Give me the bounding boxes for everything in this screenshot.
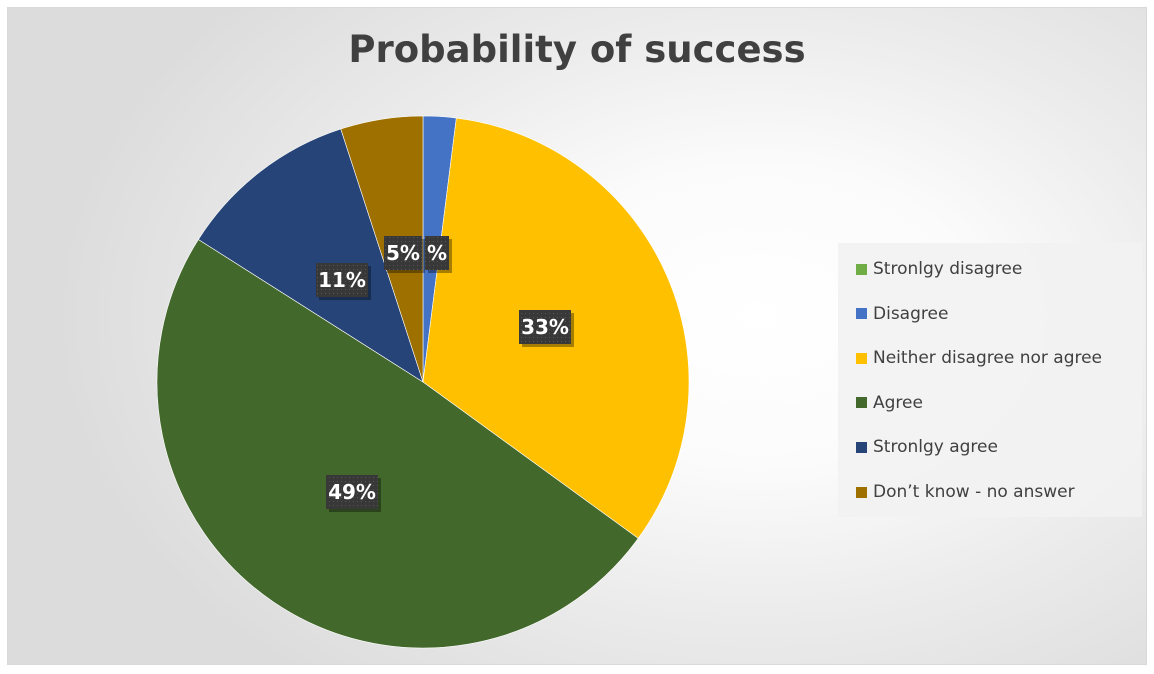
pie-slice-stronlgy-agree	[197, 128, 424, 383]
pie-slice-don-t-know-no-answer	[340, 115, 424, 383]
chart-title: Probability of success	[348, 28, 806, 71]
legend-label: Neither disagree nor agree	[873, 348, 1103, 369]
legend-item-don-t-know-no-answer: Don’t know - no answer	[856, 480, 1075, 504]
pie-slice-agree	[156, 239, 639, 649]
data-label-agree: 49%	[326, 475, 381, 512]
svg-text:5%: 5%	[386, 241, 420, 265]
legend-label: Don’t know - no answer	[873, 482, 1075, 502]
legend-label: Stronlgy agree	[873, 437, 998, 458]
legend-label: Agree	[873, 392, 923, 413]
legend-swatch	[856, 263, 867, 275]
legend-swatch	[856, 308, 867, 320]
data-label-neither-disagree-nor-agree: 33%	[519, 310, 574, 347]
legend: Stronlgy disagree Disagree Neither disagre…	[838, 243, 1142, 517]
legend-item-agree: Agree	[856, 391, 923, 415]
svg-text:%: %	[427, 241, 447, 265]
data-label-stronlgy-agree: 11%	[316, 263, 371, 300]
legend-item-stronlgy-disagree: Stronlgy disagree	[856, 257, 1022, 281]
legend-label: Disagree	[873, 303, 949, 324]
svg-text:49%: 49%	[328, 480, 376, 504]
data-label-don-t-know-no-answer: 5%	[384, 236, 425, 273]
legend-swatch	[856, 397, 867, 409]
svg-text:33%: 33%	[521, 315, 569, 339]
legend-label: Stronlgy disagree	[873, 259, 1023, 279]
svg-text:11%: 11%	[318, 268, 366, 292]
legend-swatch	[856, 486, 867, 498]
data-label-disagree: %	[425, 236, 452, 273]
legend-item-stronlgy-agree: Stronlgy agree	[856, 435, 998, 459]
legend-item-neither-disagree-nor-agree: Neither disagree nor agree	[856, 346, 1102, 370]
legend-swatch	[856, 352, 867, 364]
legend-item-disagree: Disagree	[856, 302, 948, 326]
legend-swatch	[856, 441, 867, 453]
